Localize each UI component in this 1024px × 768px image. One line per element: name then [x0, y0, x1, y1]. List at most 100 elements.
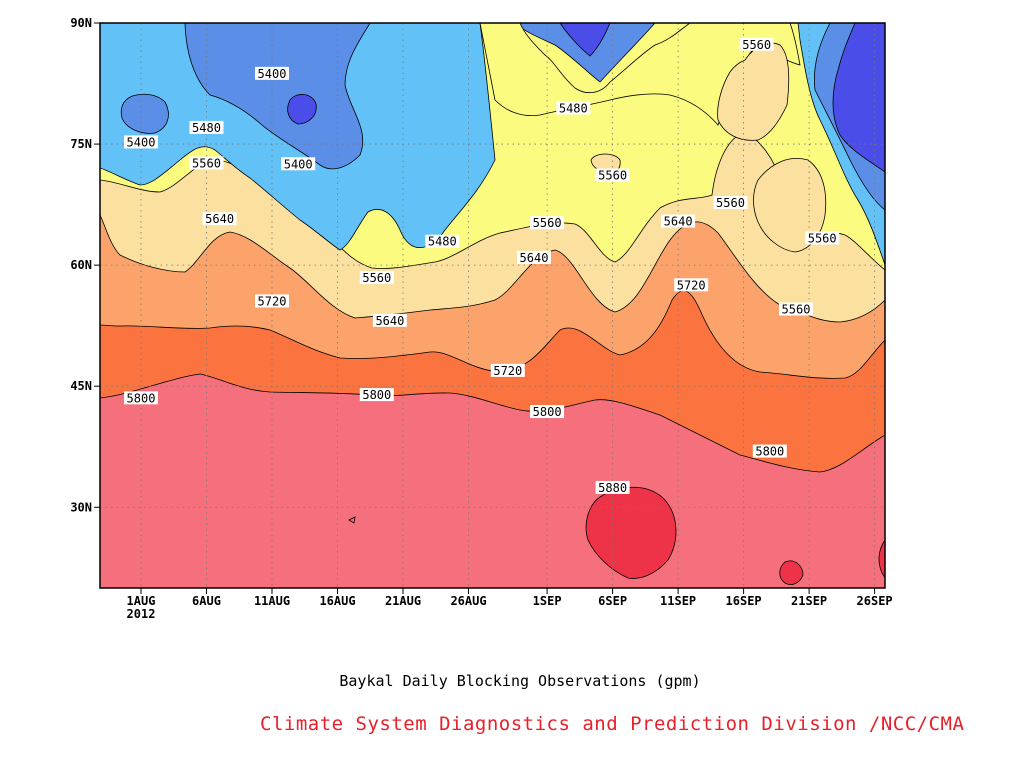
contour-label: 5720	[490, 363, 525, 378]
contour-label-box	[359, 271, 394, 285]
axes: 1AUG 6AUG 11AUG 16AUG 21AUG 26AUG 1SEP 6SEP 11SE…	[70, 16, 892, 621]
contour-label-box	[779, 302, 813, 316]
x-tick-label: 16AUG	[319, 594, 355, 608]
contour-label-text: 5560	[598, 169, 627, 183]
contour-label-box	[805, 231, 840, 245]
contour-label-text: 5640	[205, 212, 234, 226]
band-5400-5480-dark-west	[184, 23, 371, 170]
contour-label-text: 5720	[258, 294, 287, 308]
contour-label-text: 5880	[598, 481, 627, 495]
x-tick-label: 26SEP	[857, 594, 893, 608]
band-above-5880-south	[779, 560, 804, 585]
contour-label-box	[661, 214, 696, 228]
contour-label: 5480	[189, 120, 224, 135]
contour-label: 5560	[359, 271, 394, 285]
contour-label: 5640	[372, 313, 407, 328]
x-tick-label: 21AUG	[385, 594, 421, 608]
contour-label-box	[124, 135, 158, 149]
credit-line: Climate System Diagnostics and Predictio…	[260, 713, 965, 735]
contour-label-text: 5720	[493, 364, 522, 378]
y-tick-label: 60N	[70, 258, 92, 272]
contour-label-box	[739, 37, 774, 51]
contour-fills	[100, 23, 885, 588]
contour-labels: 5400 5400 5400 5480 5480 5480 5560 5560 5560 5560…	[124, 37, 840, 524]
contour-label-box	[556, 101, 591, 115]
x-year-label: 2012	[127, 607, 156, 621]
y-tick-label: 90N	[70, 16, 92, 30]
contour-label-text: 5560	[742, 38, 771, 52]
contour-label-text: 5560	[192, 156, 221, 170]
x-tick-label: 26AUG	[450, 594, 486, 608]
contour-label-text: 5800	[755, 445, 784, 459]
contour-label-text: 5480	[192, 121, 221, 135]
contour-label-text: 5560	[362, 271, 391, 285]
x-tick-label: 21SEP	[791, 594, 827, 608]
contour-label-box	[255, 66, 289, 80]
band-5400-5480-dark-spot	[120, 93, 169, 134]
contour-label-box	[202, 212, 237, 226]
contour-label-box	[752, 444, 787, 458]
contour-label: 5800	[752, 444, 787, 459]
contour-label: 5560	[530, 216, 565, 230]
contour-label-box	[189, 120, 224, 134]
band-5400-5480-dark-north	[514, 23, 656, 83]
contour-label-box	[674, 278, 709, 292]
contour-label-text: 5800	[533, 405, 562, 419]
grid-lines	[100, 22, 885, 588]
plot-frame	[99, 22, 886, 589]
contour-label-box	[530, 405, 565, 419]
band-above-5880-main	[585, 486, 677, 579]
x-tick-label: 11SEP	[660, 594, 696, 608]
contour-label: 5400	[124, 135, 158, 149]
contour-label-box	[281, 157, 316, 171]
contour-label-box	[517, 250, 551, 264]
contour-label: 5560	[739, 37, 774, 52]
contour-label-box	[595, 480, 630, 494]
contour-label: 5720	[674, 278, 709, 292]
contour-label: 5640	[661, 214, 696, 229]
contour-label: 5400	[281, 157, 316, 171]
contour-label-text: 5800	[362, 388, 391, 402]
contour-label-text: 5400	[127, 135, 156, 149]
contour-label-box	[595, 168, 630, 182]
chart-title: Baykal Daily Blocking Observations (gpm)	[339, 672, 701, 690]
contour-label-text: 5800	[127, 391, 156, 405]
x-tick-label: 11AUG	[254, 594, 290, 608]
contour-label: 5560	[805, 231, 840, 246]
contour-label-text: 5640	[520, 251, 549, 265]
contour-label: 5480	[425, 234, 460, 249]
contour-label-box	[425, 234, 460, 248]
x-tick-label: 1SEP	[533, 594, 562, 608]
contour-label-text: 5720	[677, 278, 706, 292]
contour-label-box	[490, 363, 525, 377]
band-below-5400-east	[832, 23, 885, 173]
contour-label: 5800	[124, 391, 158, 405]
contour-label: 5560	[713, 195, 748, 210]
contour-label-text: 5640	[375, 314, 404, 328]
contour-label-box	[255, 294, 289, 308]
band-below-5400-spot	[287, 94, 317, 125]
contour-label: 5800	[359, 388, 394, 402]
contour-label-text: 5400	[284, 157, 313, 171]
contour-label-box	[359, 388, 394, 402]
contour-label: 5880	[595, 480, 630, 495]
contour-label: 5640	[202, 212, 237, 226]
x-tick-label: 6SEP	[598, 594, 627, 608]
contour-label-text: 5560	[782, 303, 811, 317]
x-tick-label: 6AUG	[192, 594, 221, 608]
contour-label-text: 5480	[428, 235, 457, 249]
contour-label-box	[189, 156, 224, 170]
contour-label: 5560	[189, 156, 224, 170]
contour-label: 5720	[255, 294, 289, 308]
contour-label: 5400	[255, 66, 289, 81]
contour-label-text: 5480	[559, 102, 588, 116]
band-5560-5640-patch-north	[717, 42, 790, 141]
x-tick-label: 16SEP	[726, 594, 762, 608]
y-tick-label: 30N	[70, 500, 92, 514]
contour-label: 5640	[517, 250, 551, 265]
contour-label: 5560	[779, 302, 813, 317]
contour-label: 5800	[530, 405, 565, 419]
x-tick-label: 1AUG	[127, 594, 156, 608]
